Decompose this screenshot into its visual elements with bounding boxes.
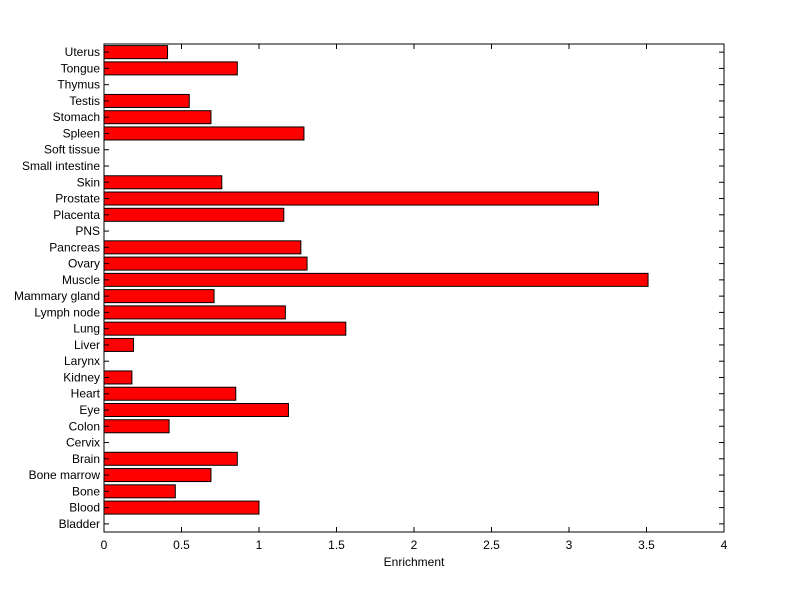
bar-stomach [103,110,212,125]
x-tick-label: 4 [721,538,728,552]
x-axis-label: Enrichment [384,555,445,569]
bar-pancreas [103,240,302,255]
y-tick-label: Eye [79,403,100,417]
bar-blood [103,500,260,515]
bar-muscle [103,272,649,287]
y-tick-label: Ovary [68,257,100,271]
bar-ovary [103,256,308,271]
y-tick-label: Pancreas [49,240,100,254]
y-tick-label: Colon [69,419,100,433]
y-tick-label: Liver [74,338,100,352]
y-tick-label: Cervix [66,436,100,450]
y-tick-label: Thymus [57,78,100,92]
bar-bone-marrow [103,468,212,483]
bar-heart [103,386,237,401]
y-tick-label: Small intestine [22,159,100,173]
bar-bone [103,484,176,499]
y-tick-label: Bone marrow [29,468,101,482]
bar-colon [103,419,170,434]
plot-area [104,44,724,532]
y-tick-label: Blood [69,501,100,515]
y-tick-label: PNS [75,224,100,238]
x-tick-label: 2 [411,538,418,552]
bar-tongue [103,61,238,76]
bar-skin [103,175,223,190]
x-tick-label: 1 [256,538,263,552]
y-tick-label: Lung [73,322,100,336]
y-tick-label: Tongue [61,61,101,75]
bar-spleen [103,126,305,141]
x-tick-label: 0 [101,538,108,552]
y-tick-label: Larynx [64,354,100,368]
y-tick-label: Prostate [55,192,100,206]
x-tick-label: 0.5 [173,538,190,552]
bar-lung [103,321,347,336]
bar-uterus [103,45,169,60]
y-tick-label: Lymph node [34,305,100,319]
y-tick-label: Brain [72,452,100,466]
x-tick-label: 1.5 [328,538,345,552]
y-tick-label: Skin [77,175,100,189]
plot-frame [103,43,725,533]
y-tick-label: Muscle [62,273,100,287]
x-tick-label: 2.5 [483,538,500,552]
y-tick-label: Testis [69,94,100,108]
x-tick-label: 3.5 [638,538,655,552]
bar-lymph-node [103,305,286,320]
y-tick-label: Stomach [53,110,100,124]
y-tick-label: Bone [72,484,100,498]
bar-testis [103,93,190,108]
y-tick-label: Mammary gland [14,289,100,303]
bar-brain [103,451,238,466]
y-tick-label: Kidney [63,370,100,384]
y-tick-label: Spleen [63,126,100,140]
y-tick-label: Soft tissue [44,143,100,157]
y-tick-label: Uterus [65,45,100,59]
bar-eye [103,402,289,417]
bar-mammary-gland [103,289,215,304]
y-tick-label: Placenta [53,208,100,222]
bar-prostate [103,191,599,206]
bar-placenta [103,207,285,222]
y-tick-label: Bladder [59,517,100,531]
y-tick-label: Heart [71,387,101,401]
x-tick-label: 3 [566,538,573,552]
